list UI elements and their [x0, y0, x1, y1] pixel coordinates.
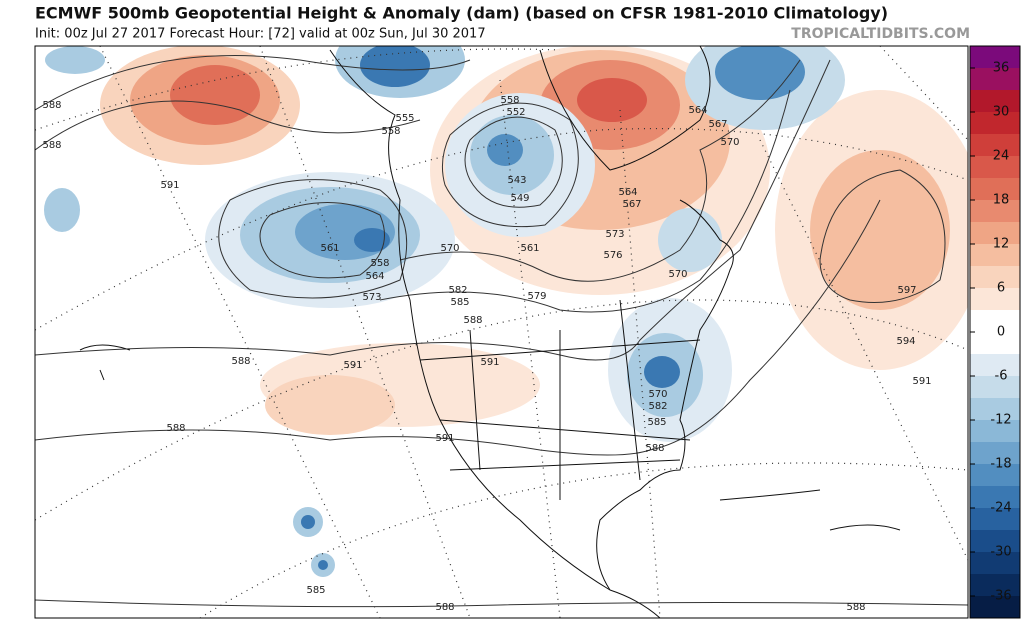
- colorbar-tick-label: 12: [993, 237, 1010, 252]
- contour-label: 561: [520, 243, 539, 254]
- colorbar: 36 30 24 18 12 6 0 -6 -12 -18 -24 -30 -36: [969, 45, 1021, 619]
- contour-label: 588: [42, 100, 61, 111]
- contour-label: 588: [166, 423, 185, 434]
- contour-label: 588: [435, 602, 454, 613]
- contour-label: 543: [507, 175, 526, 186]
- colorbar-swatch: [970, 552, 1020, 575]
- coastlines: [79, 46, 901, 618]
- contour-label: 558: [370, 258, 389, 269]
- contour-label: 591: [160, 180, 179, 191]
- contour-label: 591: [435, 433, 454, 444]
- contour-label: 591: [912, 376, 931, 387]
- contour-label: 588: [231, 356, 250, 367]
- contour-label: 588: [42, 140, 61, 151]
- colorbar-swatch: [970, 310, 1020, 333]
- contour-label: 570: [440, 243, 459, 254]
- contour-labels: 588 588 591 555 558 558 552 543 549 561 …: [42, 95, 931, 613]
- colorbar-swatch: [970, 530, 1020, 553]
- contour-label: 573: [605, 229, 624, 240]
- colorbar-swatch: [970, 68, 1020, 91]
- colorbar-swatch: [970, 112, 1020, 135]
- colorbar-swatch: [970, 354, 1020, 377]
- colorbar-tick-label: -30: [990, 545, 1011, 560]
- map: 588 588 591 555 558 558 552 543 549 561 …: [34, 45, 969, 619]
- colorbar-tick-label: -24: [990, 501, 1011, 516]
- contour-label: 591: [343, 360, 362, 371]
- colorbar-tick-label: 36: [993, 61, 1010, 76]
- subtitle: Init: 00z Jul 27 2017 Forecast Hour: [72…: [35, 27, 486, 42]
- colorbar-tick-label: -36: [990, 589, 1011, 604]
- contour-label: 570: [668, 269, 687, 280]
- colorbar-swatch: [970, 222, 1020, 245]
- colorbar-swatch: [970, 46, 1020, 69]
- contour-label: 564: [365, 271, 384, 282]
- colorbar-tick-label: 0: [997, 325, 1005, 340]
- contour-label: 582: [648, 401, 667, 412]
- contour-label: 570: [648, 389, 667, 400]
- colorbar-swatch: [970, 266, 1020, 289]
- colorbar-tick-label: 6: [997, 281, 1005, 296]
- contour-label: 564: [688, 105, 707, 116]
- colorbar-swatch: [970, 376, 1020, 399]
- contour-label: 594: [896, 336, 915, 347]
- colorbar-tick-label: -12: [990, 413, 1011, 428]
- contour-label: 564: [618, 187, 637, 198]
- contour-label: 588: [645, 443, 664, 454]
- contour-label: 573: [362, 292, 381, 303]
- colorbar-swatch: [970, 332, 1020, 355]
- colorbar-swatch: [970, 596, 1020, 619]
- watermark: TROPICALTIDBITS.COM: [791, 26, 970, 42]
- colorbar-swatch: [970, 442, 1020, 465]
- contour-label: 561: [320, 243, 339, 254]
- contour-label: 558: [500, 95, 519, 106]
- map-frame: [34, 45, 969, 619]
- contour-label: 588: [463, 315, 482, 326]
- colorbar-swatch: [970, 574, 1020, 597]
- colorbar-swatch: [970, 244, 1020, 267]
- contour-label: 558: [381, 126, 400, 137]
- contour-label: 585: [647, 417, 666, 428]
- colorbar-swatch: [970, 420, 1020, 443]
- contour-label: 597: [897, 285, 916, 296]
- contour-label: 588: [846, 602, 865, 613]
- colorbar-swatch: [970, 508, 1020, 531]
- colorbar-swatch: [970, 90, 1020, 113]
- title: ECMWF 500mb Geopotential Height & Anomal…: [35, 4, 888, 23]
- contour-label: 555: [395, 113, 414, 124]
- contour-label: 591: [480, 357, 499, 368]
- colorbar-swatch: [970, 178, 1020, 201]
- contour-label: 576: [603, 250, 622, 261]
- colorbar-swatch: [970, 398, 1020, 421]
- contour-label: 585: [306, 585, 325, 596]
- colorbar-swatch: [970, 200, 1020, 223]
- colorbar-tick-label: 18: [993, 193, 1010, 208]
- contour-label: 582: [448, 285, 467, 296]
- colorbar-tick-label: -6: [995, 369, 1008, 384]
- height-contours: [35, 55, 968, 608]
- contour-label: 567: [708, 119, 727, 130]
- colorbar-swatch: [970, 288, 1020, 311]
- contour-label: 585: [450, 297, 469, 308]
- contour-label: 552: [506, 107, 525, 118]
- colorbar-swatch: [970, 134, 1020, 157]
- contour-label: 549: [510, 193, 529, 204]
- contour-label: 570: [720, 137, 739, 148]
- colorbar-swatch: [970, 464, 1020, 487]
- colorbar-swatch: [970, 156, 1020, 179]
- colorbar-tick-label: 24: [993, 149, 1010, 164]
- colorbar-swatch: [970, 486, 1020, 509]
- contour-label: 579: [527, 291, 546, 302]
- contour-label: 567: [622, 199, 641, 210]
- colorbar-tick-label: -18: [990, 457, 1011, 472]
- colorbar-tick-label: 30: [993, 105, 1010, 120]
